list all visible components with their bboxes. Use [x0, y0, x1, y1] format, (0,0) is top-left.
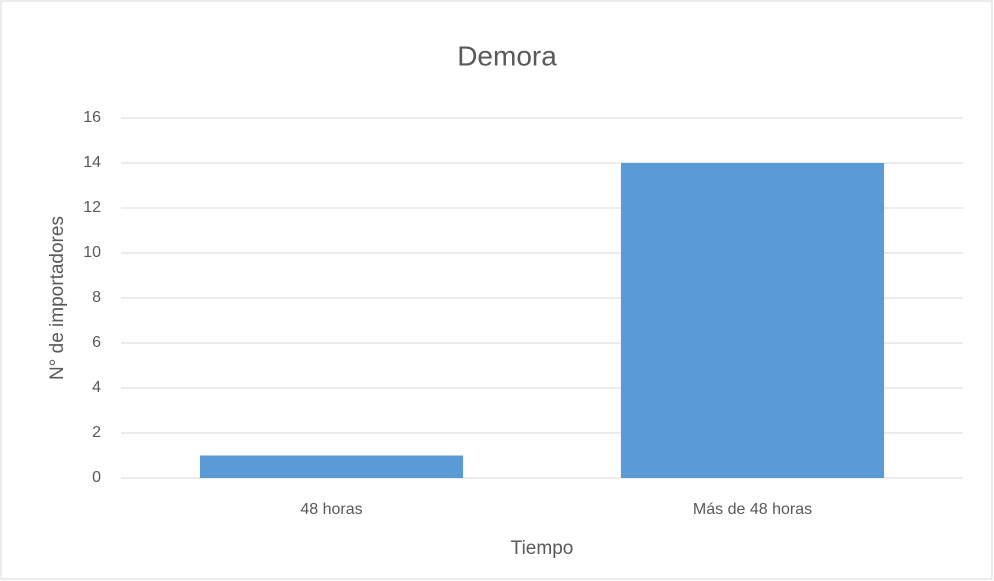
x-tick-label: Más de 48 horas: [693, 501, 812, 518]
bar: [620, 163, 885, 478]
x-tick-label: 48 horas: [300, 501, 362, 518]
y-tick-label: 10: [83, 244, 101, 261]
x-axis-label: Tiempo: [511, 538, 574, 559]
y-tick-label: 14: [83, 154, 101, 171]
y-tick-label: 2: [92, 424, 101, 441]
y-tick-label: 8: [92, 289, 101, 306]
y-tick-label: 4: [92, 379, 101, 396]
y-tick-label: 6: [92, 334, 101, 351]
y-tick-label: 12: [83, 199, 101, 216]
y-tick-label: 0: [92, 469, 101, 486]
bar: [199, 455, 464, 478]
y-axis-label: N° de importadores: [47, 216, 68, 380]
chart-title: Demora: [457, 40, 557, 71]
y-tick-label: 16: [83, 109, 101, 126]
